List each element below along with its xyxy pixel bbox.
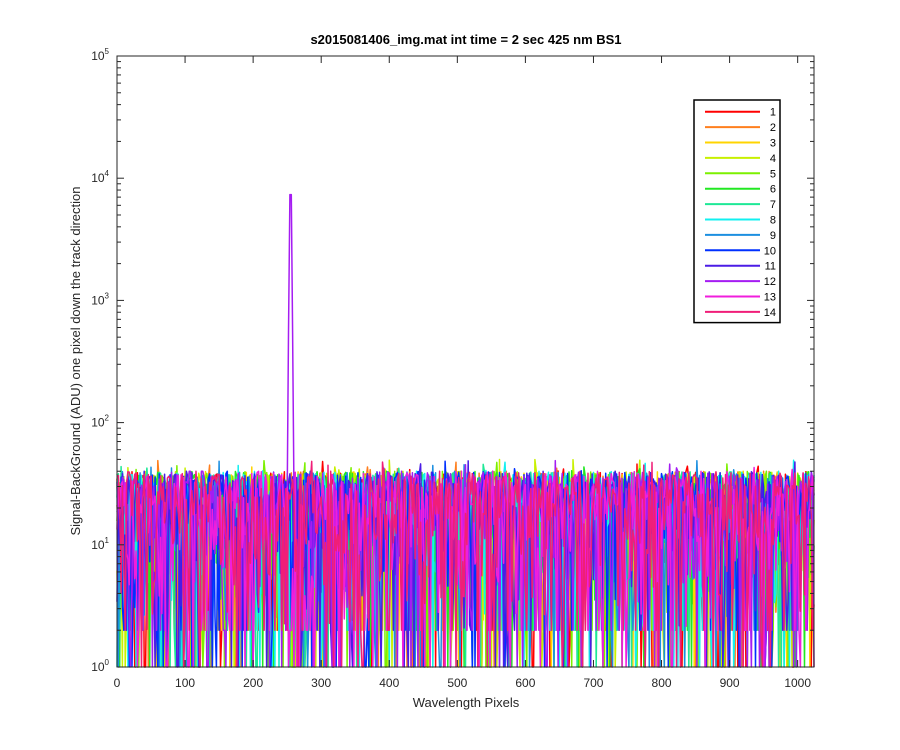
legend-label-1: 1 (770, 107, 776, 119)
series-line-14 (116, 460, 815, 668)
x-tick-label: 0 (114, 676, 121, 690)
legend-label-10: 10 (764, 245, 776, 257)
y-tick-label: 100 (91, 658, 109, 674)
y-tick-label: 105 (91, 47, 109, 63)
y-tick-label: 101 (91, 536, 109, 552)
legend-label-9: 9 (770, 230, 776, 242)
x-tick-label: 500 (447, 676, 467, 690)
legend-label-12: 12 (764, 276, 776, 288)
y-tick-label: 103 (91, 291, 109, 307)
legend-label-14: 14 (764, 307, 776, 319)
x-tick-label: 100 (175, 676, 195, 690)
legend-label-8: 8 (770, 215, 776, 227)
legend-label-2: 2 (770, 122, 776, 134)
legend-label-5: 5 (770, 168, 776, 180)
chart-title: s2015081406_img.mat int time = 2 sec 425… (310, 32, 621, 47)
x-tick-label: 1000 (784, 676, 811, 690)
legend-label-11: 11 (765, 261, 776, 273)
x-tick-label: 600 (515, 676, 535, 690)
legend-label-7: 7 (770, 199, 776, 211)
axes-box (116, 55, 815, 668)
y-tick-label: 102 (91, 414, 109, 430)
x-tick-label: 800 (652, 676, 672, 690)
legend-box (693, 99, 781, 324)
legend-label-6: 6 (770, 184, 776, 196)
x-tick-label: 300 (311, 676, 331, 690)
legend-label-3: 3 (770, 138, 776, 150)
y-tick-label: 104 (91, 169, 109, 185)
x-tick-label: 400 (379, 676, 399, 690)
series-layer (116, 193, 815, 668)
y-axis-label: Signal-BackGround (ADU) one pixel down t… (68, 186, 83, 535)
x-tick-label: 700 (583, 676, 603, 690)
legend-label-13: 13 (764, 292, 776, 304)
axes-layer: 0 100 200 300 400 500 600 700 800 900 100010010110… (91, 47, 815, 690)
x-axis-label: Wavelength Pixels (413, 695, 520, 710)
series-line-12 (116, 193, 815, 668)
x-tick-label: 200 (243, 676, 263, 690)
legend-label-4: 4 (770, 153, 776, 165)
x-tick-label: 900 (720, 676, 740, 690)
